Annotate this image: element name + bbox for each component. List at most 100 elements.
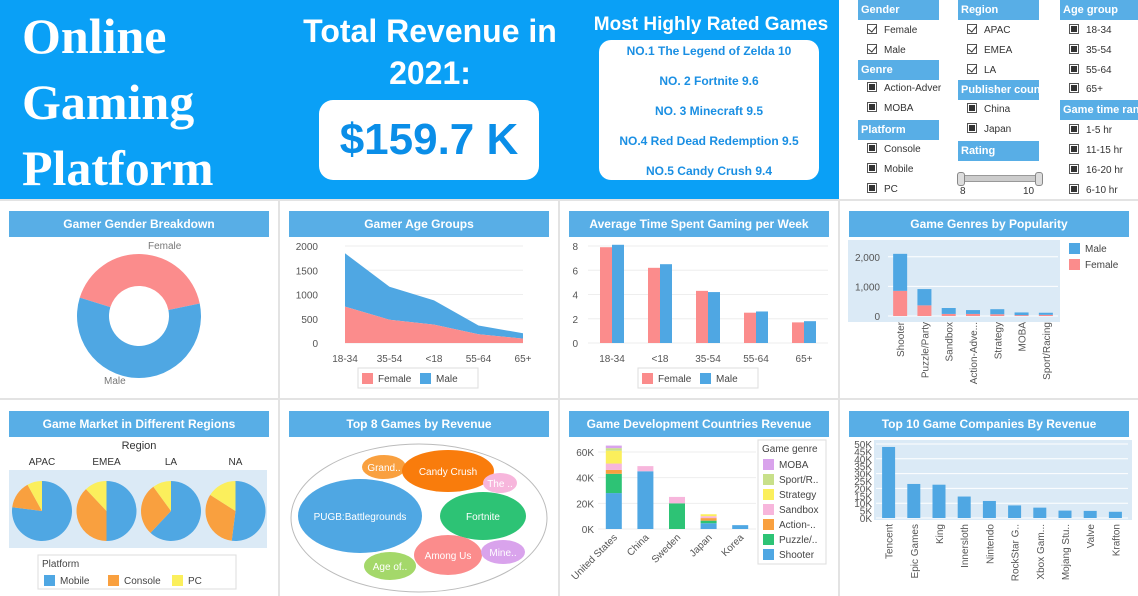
filter-option-moba[interactable]: MOBA <box>867 102 913 116</box>
rating-max-label: 10 <box>1023 186 1035 197</box>
checkbox-icon[interactable] <box>1069 24 1079 35</box>
filter-region-header: Region <box>958 0 1039 20</box>
panel-title-top8: Top 8 Games by Revenue <box>289 411 549 437</box>
top8-bubble <box>362 455 406 479</box>
checkbox-icon[interactable] <box>1069 44 1079 55</box>
checkbox-icon[interactable] <box>1069 64 1079 75</box>
regions-pie-slice-mobile <box>231 481 266 541</box>
time-ytick-label: 4 <box>572 291 578 302</box>
regions-pie-slice-pc <box>210 481 236 511</box>
filter-option-time-16-20[interactable]: 16-20 hr <box>1069 164 1123 178</box>
rating-slider-min-handle[interactable] <box>957 172 965 186</box>
top8-bubble-label: PUGB:Battlegrounds <box>314 512 407 523</box>
age-area-male <box>345 253 523 339</box>
companies-bar <box>932 484 946 518</box>
filter-option-time-11-15[interactable]: 11-15 hr <box>1069 144 1123 158</box>
checkbox-icon[interactable] <box>967 64 977 75</box>
genres-bar-male <box>1014 312 1029 316</box>
checkbox-icon[interactable] <box>867 163 877 174</box>
rating-slider-max-handle[interactable] <box>1035 172 1043 186</box>
checkbox-icon[interactable] <box>1069 184 1079 195</box>
time-legend-female-label: Female <box>658 374 692 385</box>
checkbox-icon[interactable] <box>1069 164 1079 175</box>
genres-xtick-label: Puzzle/Party <box>920 322 931 378</box>
top8-bubble-label: Candy Crush <box>419 467 477 478</box>
checkbox-icon[interactable] <box>867 44 877 55</box>
time-bar-male <box>612 244 624 343</box>
companies-ytick-label: 40K <box>854 455 872 466</box>
filter-option-age-35-54[interactable]: 35-54 <box>1069 44 1112 58</box>
filter-panel: Gender Female Male Genre Action-Adver MO… <box>839 0 1138 199</box>
checkbox-icon[interactable] <box>967 103 977 114</box>
filter-option-age-65[interactable]: 65+ <box>1069 83 1103 97</box>
checkbox-icon[interactable] <box>967 123 977 134</box>
regions-pie-slice-pc <box>85 481 107 511</box>
app-title-line-3: Platform <box>22 140 214 196</box>
filter-option-console[interactable]: Console <box>867 143 921 157</box>
rating-slider-track[interactable] <box>960 175 1040 182</box>
filter-option-age-55-64[interactable]: 55-64 <box>1069 64 1112 78</box>
filter-option-emea[interactable]: EMEA <box>967 44 1012 58</box>
genres-bar-male <box>966 310 980 314</box>
checkbox-icon[interactable] <box>967 44 977 55</box>
genres-bar-male <box>990 309 1005 315</box>
age-xtick-label: 55-64 <box>466 354 492 365</box>
regions-facet-title: Region <box>122 440 157 452</box>
checkbox-icon[interactable] <box>1069 124 1079 135</box>
companies-xtick-label: Mojang Stu.. <box>1061 524 1072 580</box>
companies-xtick-label: Krafton <box>1111 524 1122 556</box>
checkbox-icon[interactable] <box>967 24 977 35</box>
genres-legend-male-label: Male <box>1085 244 1107 255</box>
panel-title-regions: Game Market in Different Regions <box>9 411 269 437</box>
filter-option-la[interactable]: LA <box>967 64 996 78</box>
filter-option-time-1-5[interactable]: 1-5 hr <box>1069 124 1112 138</box>
filter-option-apac[interactable]: APAC <box>967 24 1011 38</box>
grid-separator <box>558 199 560 596</box>
countries-bar-segment <box>700 523 717 529</box>
age-xtick-label: 35-54 <box>377 354 403 365</box>
genres-bar-male <box>917 289 932 306</box>
countries-legend-title: Game genre <box>762 444 818 455</box>
top-games-list: NO.1 The Legend of Zelda 10 NO. 2 Fortni… <box>599 40 819 180</box>
checkbox-icon[interactable] <box>867 82 877 93</box>
countries-legend-item-swatch <box>763 459 774 470</box>
time-bar-male <box>660 264 672 343</box>
panel-title-companies: Top 10 Game Companies By Revenue <box>849 411 1129 437</box>
time-bar-female <box>744 312 756 343</box>
age-xtick-label: 65+ <box>515 354 532 365</box>
countries-bar-segment <box>700 516 717 519</box>
filter-option-mobile[interactable]: Mobile <box>867 163 913 177</box>
genres-bar-female <box>1014 315 1029 316</box>
genres-xtick-label: Action-Adve... <box>969 322 980 384</box>
filter-option-age-18-34[interactable]: 18-34 <box>1069 24 1112 38</box>
companies-bar <box>982 500 996 518</box>
revenue-title: Total Revenue in 2021: <box>303 13 557 91</box>
age-xtick-label: 18-34 <box>332 354 358 365</box>
filter-option-female[interactable]: Female <box>867 24 917 38</box>
filter-gametime-header: Game time rang <box>1060 100 1138 120</box>
genres-xtick-label: Shooter <box>896 321 907 357</box>
regions-pie-slice-pc <box>27 481 42 511</box>
checkbox-icon[interactable] <box>867 183 877 194</box>
filter-option-time-6-10[interactable]: 6-10 hr <box>1069 184 1118 198</box>
filter-option-japan[interactable]: Japan <box>967 123 1011 137</box>
countries-legend-item-swatch <box>763 474 774 485</box>
checkbox-icon[interactable] <box>867 24 877 35</box>
rating-min-label: 8 <box>960 186 966 197</box>
companies-xtick-label: Valve <box>1086 524 1097 549</box>
checkbox-icon[interactable] <box>867 102 877 113</box>
genres-bar-male <box>941 308 956 314</box>
companies-ytick-label: 20K <box>854 484 872 495</box>
checkbox-icon[interactable] <box>867 143 877 154</box>
genres-bar-chart: 0 1,000 2,000 Shooter Puzzle/Party Sandbox Act… <box>848 240 1119 384</box>
filter-option-male[interactable]: Male <box>867 44 906 58</box>
companies-ytick-label: 5K <box>860 507 873 518</box>
filter-option-pc[interactable]: PC <box>867 183 898 197</box>
time-legend-female-swatch <box>642 373 653 384</box>
filter-option-china[interactable]: China <box>967 103 1010 117</box>
checkbox-icon[interactable] <box>1069 83 1079 94</box>
checkbox-icon[interactable] <box>1069 144 1079 155</box>
top8-bubble <box>298 479 422 553</box>
grid-separator <box>0 398 1138 400</box>
filter-option-action-adventure[interactable]: Action-Adver <box>867 82 941 96</box>
